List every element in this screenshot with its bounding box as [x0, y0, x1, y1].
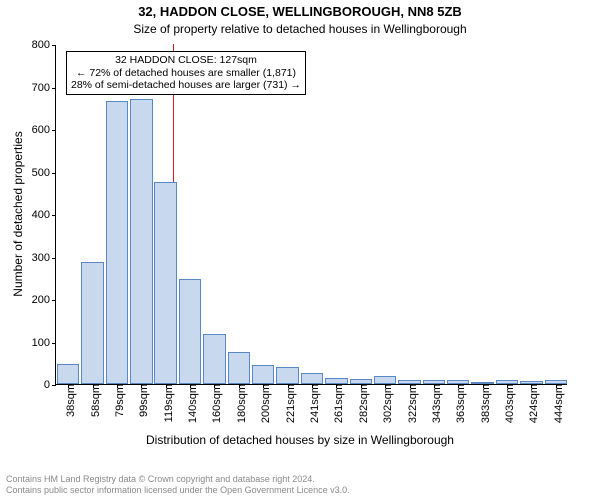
x-tick-label: 180sqm: [230, 384, 248, 423]
x-tick-label: 200sqm: [254, 384, 272, 423]
histogram-bar: [154, 182, 176, 384]
footer-line2: Contains public sector information licen…: [6, 485, 350, 496]
histogram-bar: [179, 279, 201, 384]
histogram-bar: [203, 334, 225, 384]
annotation-line1: 32 HADDON CLOSE: 127sqm: [71, 54, 301, 67]
y-tick-label: 800: [32, 39, 56, 51]
y-tick-label: 100: [32, 337, 56, 349]
histogram-bar: [252, 365, 274, 384]
x-tick-label: 343sqm: [425, 384, 443, 423]
x-tick-label: 160sqm: [205, 384, 223, 423]
x-tick-label: 424sqm: [522, 384, 540, 423]
footer-line1: Contains HM Land Registry data © Crown c…: [6, 474, 350, 485]
footer-attribution: Contains HM Land Registry data © Crown c…: [6, 474, 350, 497]
histogram-bar: [228, 352, 250, 384]
y-tick-label: 600: [32, 124, 56, 136]
x-tick-label: 302sqm: [376, 384, 394, 423]
annotation-line2: ← 72% of detached houses are smaller (1,…: [71, 67, 301, 80]
y-tick-label: 700: [32, 82, 56, 94]
histogram-bar: [57, 364, 79, 384]
y-tick-label: 500: [32, 167, 56, 179]
x-axis-label: Distribution of detached houses by size …: [0, 433, 600, 447]
x-tick-label: 322sqm: [401, 384, 419, 423]
annotation-box: 32 HADDON CLOSE: 127sqm ← 72% of detache…: [66, 51, 306, 95]
x-tick-label: 261sqm: [327, 384, 345, 423]
x-tick-label: 119sqm: [157, 384, 175, 422]
y-tick-label: 200: [32, 294, 56, 306]
x-tick-label: 79sqm: [108, 384, 126, 417]
x-tick-label: 241sqm: [303, 384, 321, 423]
y-axis-label: Number of detached properties: [11, 114, 25, 314]
annotation-line3: 28% of semi-detached houses are larger (…: [71, 79, 301, 92]
x-tick-label: 444sqm: [547, 384, 565, 423]
x-tick-label: 363sqm: [449, 384, 467, 423]
x-tick-label: 282sqm: [352, 384, 370, 423]
plot-area: 32 HADDON CLOSE: 127sqm ← 72% of detache…: [55, 45, 567, 385]
x-tick-label: 140sqm: [181, 384, 199, 423]
x-tick-label: 99sqm: [132, 384, 150, 417]
figure-container: 32, HADDON CLOSE, WELLINGBOROUGH, NN8 5Z…: [0, 0, 600, 500]
histogram-bar: [301, 373, 323, 384]
x-tick-label: 403sqm: [498, 384, 516, 423]
y-tick-label: 400: [32, 209, 56, 221]
histogram-bar: [130, 99, 152, 384]
histogram-bar: [106, 101, 128, 384]
y-tick-label: 300: [32, 252, 56, 264]
x-tick-label: 38sqm: [59, 384, 77, 417]
x-tick-label: 221sqm: [279, 384, 297, 423]
histogram-bar: [374, 376, 396, 385]
histogram-bar: [276, 367, 298, 384]
x-tick-label: 58sqm: [84, 384, 102, 417]
chart-subtitle: Size of property relative to detached ho…: [0, 22, 600, 36]
x-tick-label: 383sqm: [474, 384, 492, 423]
y-tick-label: 0: [44, 379, 56, 391]
chart-title: 32, HADDON CLOSE, WELLINGBOROUGH, NN8 5Z…: [0, 4, 600, 19]
histogram-bar: [81, 262, 103, 384]
